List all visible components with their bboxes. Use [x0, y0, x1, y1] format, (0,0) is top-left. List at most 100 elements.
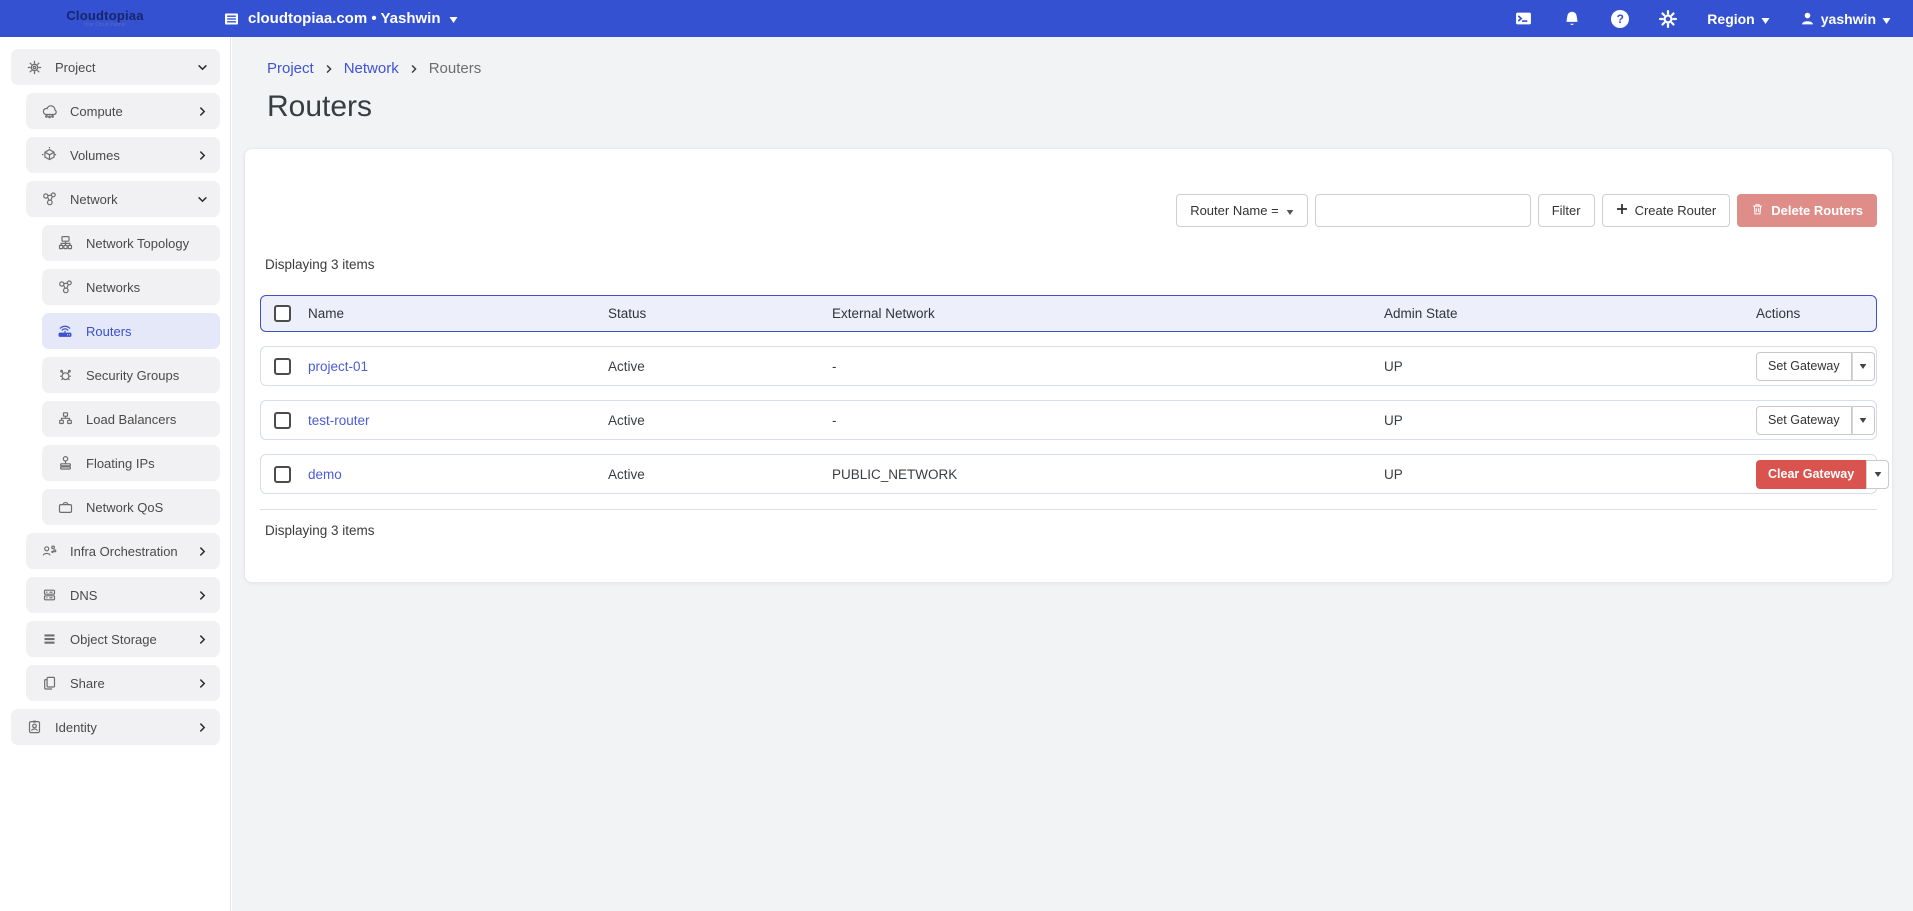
chevron-right-icon [197, 722, 208, 733]
sidebar-item-network-topology[interactable]: Network Topology [42, 225, 220, 261]
chevron-down-icon [1882, 11, 1891, 27]
row-actions-menu-toggle[interactable] [1851, 405, 1875, 435]
pages-icon [40, 675, 58, 691]
router-icon [56, 323, 74, 339]
floating-ip-icon [56, 455, 74, 471]
chevron-right-icon [197, 546, 208, 557]
router-name-link[interactable]: project-01 [308, 358, 369, 374]
chevron-right-icon [197, 106, 208, 117]
cube-icon [40, 147, 58, 163]
sidebar-item-compute[interactable]: Compute [26, 93, 220, 129]
plus-icon [1616, 203, 1628, 218]
status-cell: Active [608, 466, 645, 482]
sidebar-item-load-balancers[interactable]: Load Balancers [42, 401, 220, 437]
select-all-checkbox[interactable] [274, 305, 291, 322]
sidebar-item-project[interactable]: Project [11, 49, 220, 85]
sidebar-item-share[interactable]: Share [26, 665, 220, 701]
filter-field-select[interactable]: Router Name = [1176, 194, 1308, 227]
breadcrumb-current: Routers [428, 60, 482, 77]
project-switcher[interactable]: cloudtopiaa.com • Yashwin [222, 10, 458, 27]
sidebar-item-networks[interactable]: Networks [42, 269, 220, 305]
brand-logo[interactable]: Cloudtopiaa Your Cloud Partner [30, 9, 180, 28]
row-actions-menu-toggle[interactable] [1851, 351, 1875, 381]
sidebar-item-routers[interactable]: Routers [42, 313, 220, 349]
row-checkbox[interactable] [274, 411, 291, 429]
filter-button[interactable]: Filter [1537, 194, 1595, 227]
chevron-right-icon [409, 63, 419, 75]
table-row: demo Active PUBLIC_NETWORK UP Clear Gate… [260, 454, 1890, 494]
settings-gear-icon[interactable] [1659, 9, 1678, 28]
filter-input[interactable] [1314, 194, 1531, 227]
chevron-right-icon [197, 150, 208, 161]
sidebar-item-object-storage[interactable]: Object Storage [26, 621, 220, 657]
brand-tagline: Your Cloud Partner [83, 21, 127, 28]
external-network-cell: - [832, 412, 837, 428]
region-menu[interactable]: Region [1707, 11, 1770, 27]
page-title: Routers [267, 90, 373, 123]
user-gears-icon [40, 543, 58, 559]
topology-icon [56, 235, 74, 251]
column-header-actions: Actions [1756, 306, 1801, 321]
network-nodes-icon [40, 191, 58, 207]
breadcrumb: Project Network Routers [232, 37, 1913, 77]
brand-title: Cloudtopiaa [66, 8, 144, 24]
project-switcher-label: cloudtopiaa.com • Yashwin [248, 10, 441, 27]
row-actions-menu-toggle[interactable] [1866, 459, 1890, 489]
chevron-right-icon [197, 590, 208, 601]
router-name-link[interactable]: demo [308, 466, 342, 482]
row-checkbox[interactable] [274, 465, 291, 483]
main-content: Project Network Routers Routers Router N… [232, 37, 1913, 911]
column-header-admin-state: Admin State [1384, 306, 1458, 321]
briefcase-icon [56, 499, 74, 515]
set-gateway-button[interactable]: Set Gateway [1756, 351, 1852, 381]
sidebar-item-floating-ips[interactable]: Floating IPs [42, 445, 220, 481]
console-icon[interactable] [1514, 10, 1533, 27]
sidebar-nav: Project Compute Volumes Network Network … [0, 37, 231, 911]
sidebar-item-dns[interactable]: DNS [26, 577, 220, 613]
external-network-cell: PUBLIC_NETWORK [832, 466, 958, 482]
breadcrumb-project[interactable]: Project [267, 60, 314, 77]
chevron-down-icon [197, 194, 208, 205]
help-glyph: ? [1611, 9, 1630, 28]
help-icon[interactable]: ? [1611, 9, 1630, 28]
user-icon [1801, 12, 1813, 25]
sidebar-item-network[interactable]: Network [26, 181, 220, 217]
column-header-external-network: External Network [832, 306, 935, 321]
chevron-down-icon [1761, 11, 1770, 27]
admin-state-cell: UP [1384, 358, 1403, 374]
chevron-down-icon [449, 10, 458, 27]
column-header-status: Status [608, 306, 647, 321]
sidebar-item-identity[interactable]: Identity [11, 709, 220, 745]
chevron-down-icon [1286, 203, 1294, 218]
window-list-icon [222, 11, 240, 27]
server-stack-icon [40, 587, 58, 603]
breadcrumb-network[interactable]: Network [343, 60, 399, 77]
sidebar-item-security-groups[interactable]: Security Groups [42, 357, 220, 393]
items-count-top: Displaying 3 items [265, 257, 375, 272]
chevron-right-icon [197, 678, 208, 689]
status-cell: Active [608, 358, 645, 374]
user-menu[interactable]: yashwin [1800, 11, 1891, 27]
table-row: test-router Active - UP Set Gateway [260, 400, 1877, 440]
set-gateway-button[interactable]: Set Gateway [1756, 405, 1852, 435]
table-toolbar: Router Name = Filter Create Router Delet… [260, 194, 1877, 227]
sidebar-item-volumes[interactable]: Volumes [26, 137, 220, 173]
sitemap-icon [56, 411, 74, 427]
chevron-down-icon [197, 62, 208, 73]
external-network-cell: - [832, 358, 837, 374]
clear-gateway-button[interactable]: Clear Gateway [1756, 459, 1867, 489]
top-header-bar: Cloudtopiaa Your Cloud Partner cloudtopi… [0, 0, 1913, 37]
table-row: project-01 Active - UP Set Gateway [260, 346, 1877, 386]
admin-state-cell: UP [1384, 466, 1403, 482]
delete-routers-button[interactable]: Delete Routers [1737, 194, 1877, 227]
bug-icon [56, 367, 74, 383]
chevron-right-icon [324, 63, 334, 75]
row-checkbox[interactable] [274, 357, 291, 375]
sidebar-item-infra-orchestration[interactable]: Infra Orchestration [26, 533, 220, 569]
notifications-bell-icon[interactable] [1563, 10, 1581, 28]
sidebar-item-network-qos[interactable]: Network QoS [42, 489, 220, 525]
router-name-link[interactable]: test-router [308, 412, 370, 428]
status-cell: Active [608, 412, 645, 428]
network-nodes-icon [56, 279, 74, 295]
create-router-button[interactable]: Create Router [1601, 194, 1731, 227]
